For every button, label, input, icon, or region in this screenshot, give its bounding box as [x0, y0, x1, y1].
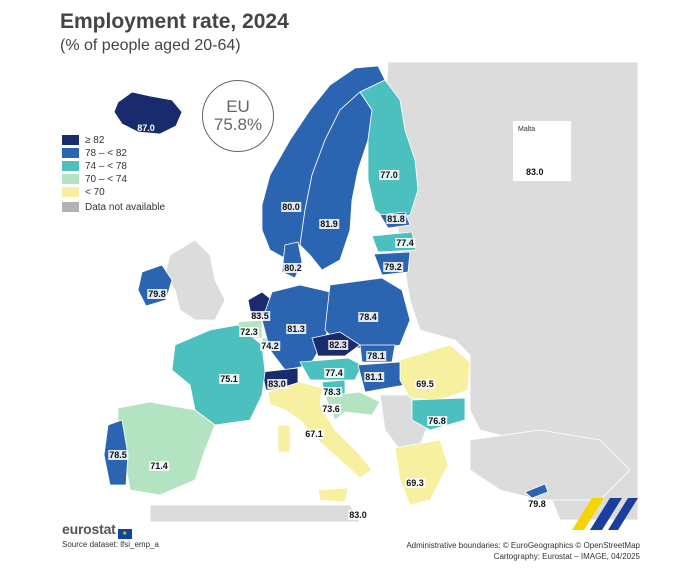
eurostat-logo: eurostat ★	[62, 521, 132, 539]
legend-swatch	[62, 202, 79, 212]
credits: Administrative boundaries: © EuroGeograp…	[406, 540, 640, 562]
value-germany: 81.3	[286, 324, 306, 334]
value-slovenia: 78.3	[322, 387, 342, 397]
value-latvia: 77.4	[395, 238, 415, 248]
value-iceland: 87.0	[137, 123, 155, 133]
legend: ≥ 82 78 – < 82 74 – < 78 70 – < 74 < 70 …	[62, 134, 165, 214]
value-austria: 77.4	[324, 368, 344, 378]
legend-item: 70 – < 74	[62, 173, 165, 185]
value-poland: 78.4	[358, 312, 378, 322]
credits-cartography: Cartography: Eurostat – IMAGE, 04/2025	[493, 552, 640, 561]
region-bulgaria	[411, 397, 466, 431]
malta-inset-title: Malta	[518, 126, 536, 133]
region-sardinia	[277, 424, 291, 453]
region-france	[171, 324, 266, 426]
eu-value: 75.8%	[213, 115, 263, 134]
value-bulgaria: 76.8	[427, 416, 447, 426]
value-switzerland: 83.0	[267, 379, 287, 389]
eu-label: EU	[226, 97, 250, 116]
value-netherlands: 83.5	[250, 311, 270, 321]
value-luxembourg: 74.2	[260, 341, 280, 351]
legend-label: 78 – < 82	[85, 147, 127, 159]
non-eu-africa	[149, 504, 361, 523]
value-czechia: 82.3	[328, 340, 348, 350]
value-italy: 67.1	[304, 429, 324, 439]
value-finland: 77.0	[379, 170, 399, 180]
region-sicily	[317, 487, 349, 503]
legend-item: 78 – < 82	[62, 147, 165, 159]
value-norway: 80.0	[281, 202, 301, 212]
value-malta-main: 83.0	[348, 510, 368, 520]
legend-swatch	[62, 148, 79, 158]
value-estonia: 81.8	[386, 214, 406, 224]
malta-inset-value: 83.0	[526, 167, 544, 177]
eurostat-logo-text: eurostat	[62, 521, 116, 537]
legend-item: ≥ 82	[62, 134, 165, 146]
value-portugal: 78.5	[108, 450, 128, 460]
eu-average-badge: EU 75.8%	[202, 80, 274, 152]
value-lithuania: 79.2	[383, 262, 403, 272]
map-subtitle: (% of people aged 20-64)	[60, 37, 241, 54]
malta-inset: Malta 83.0	[512, 120, 572, 182]
value-spain: 71.4	[149, 461, 169, 471]
legend-label: < 70	[85, 186, 105, 198]
region-cyprus	[524, 483, 549, 499]
value-slovakia: 78.1	[366, 351, 386, 361]
legend-swatch	[62, 135, 79, 145]
brand-chevron-icon	[572, 498, 638, 530]
region-greece	[394, 439, 449, 506]
value-greece: 69.3	[405, 478, 425, 488]
legend-label: Data not available	[85, 201, 166, 213]
legend-item: 74 – < 78	[62, 160, 165, 172]
eu-flag-icon: ★	[117, 529, 132, 539]
legend-item: Data not available	[62, 201, 165, 213]
value-denmark: 80.2	[283, 263, 303, 273]
legend-label: 70 – < 74	[85, 173, 127, 185]
value-france: 75.1	[219, 374, 239, 384]
region-iceland	[113, 91, 183, 135]
map-title: Employment rate, 2024	[60, 10, 289, 33]
value-romania: 69.5	[415, 379, 435, 389]
value-croatia: 73.6	[321, 404, 341, 414]
legend-swatch	[62, 187, 79, 197]
credits-boundaries: Administrative boundaries: © EuroGeograp…	[406, 541, 640, 550]
value-cyprus: 79.8	[527, 499, 547, 509]
legend-item: < 70	[62, 186, 165, 198]
legend-swatch	[62, 174, 79, 184]
non-eu-uk	[164, 239, 226, 321]
legend-label: 74 – < 78	[85, 160, 127, 172]
region-finland	[359, 79, 419, 223]
value-hungary: 81.1	[364, 372, 384, 382]
legend-swatch	[62, 161, 79, 171]
value-ireland: 79.8	[147, 289, 167, 299]
region-sweden	[299, 91, 373, 271]
source-note: Source dataset: lfsi_emp_a	[62, 540, 159, 549]
legend-label: ≥ 82	[85, 134, 105, 146]
value-sweden: 81.9	[319, 219, 339, 229]
value-belgium: 72.3	[239, 327, 259, 337]
